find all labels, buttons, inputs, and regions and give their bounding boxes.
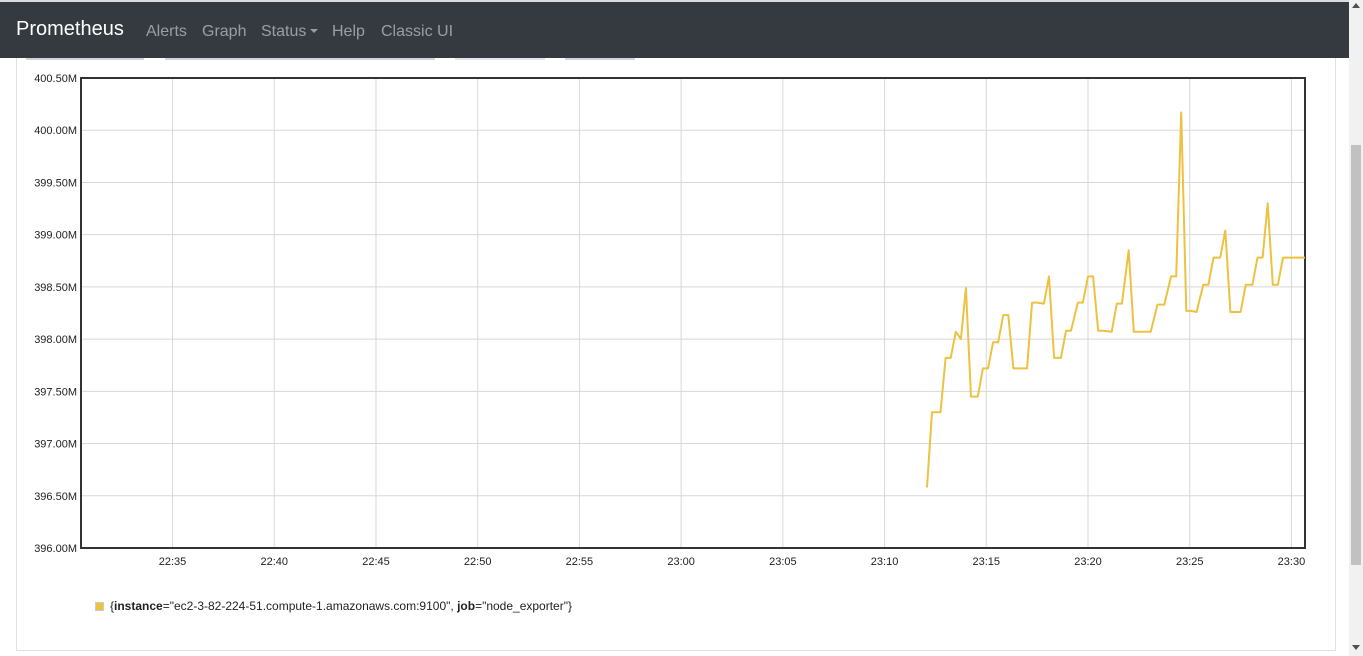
legend-job-value: ="node_exporter"} xyxy=(475,599,572,613)
x-tick-label: 23:05 xyxy=(769,556,797,568)
nav-help[interactable]: Help xyxy=(332,23,365,40)
page-scrollbar[interactable] xyxy=(1349,0,1363,656)
x-tick-label: 22:35 xyxy=(159,556,187,568)
x-tick-label: 22:55 xyxy=(566,556,594,568)
y-tick-label: 398.50M xyxy=(34,282,77,294)
scroll-thumb[interactable] xyxy=(1351,145,1361,565)
y-tick-label: 398.00M xyxy=(34,334,77,346)
y-tick-label: 396.00M xyxy=(34,543,77,555)
x-tick-label: 22:40 xyxy=(260,556,288,568)
end-time-control-edge[interactable] xyxy=(165,58,435,60)
window-top-edge xyxy=(0,0,1363,2)
x-tick-label: 23:15 xyxy=(973,556,1001,568)
line-chart: 396.00M 396.50M 397.00M 397.50M 398.00M 398.5… xyxy=(34,73,1306,568)
y-tick-label: 397.00M xyxy=(34,439,77,451)
top-navbar: Prometheus Alerts Graph Status Help Clas… xyxy=(0,2,1349,58)
legend-swatch[interactable] xyxy=(95,601,104,611)
x-tick-label: 23:30 xyxy=(1278,556,1306,568)
x-tick-label: 23:10 xyxy=(871,556,899,568)
x-tick-label: 23:20 xyxy=(1074,556,1102,568)
chart-mode-buttons-edge[interactable] xyxy=(565,58,635,60)
series-line xyxy=(926,111,1305,488)
legend-open-brace: { xyxy=(110,599,115,613)
legend-instance-key: instance xyxy=(114,599,163,613)
y-tick-label: 399.00M xyxy=(34,230,77,242)
range-control-edge[interactable] xyxy=(26,58,144,60)
scroll-up-arrow-icon[interactable] xyxy=(1352,3,1360,8)
resolution-input-edge[interactable] xyxy=(455,58,545,60)
nav-status-label: Status xyxy=(261,23,307,40)
plot-area xyxy=(81,78,1305,548)
legend-instance-value: ="ec2-3-82-224-51.compute-1.amazonaws.co… xyxy=(162,599,458,613)
nav-status-dropdown[interactable]: Status xyxy=(261,22,319,42)
legend-job-key: job xyxy=(457,599,476,613)
nav-alerts[interactable]: Alerts xyxy=(146,23,187,40)
y-tick-label: 400.00M xyxy=(34,125,77,137)
x-tick-label: 23:25 xyxy=(1176,556,1204,568)
y-tick-label: 396.50M xyxy=(34,491,77,503)
legend-series-label[interactable]: {instance="ec2-3-82-224-51.compute-1.ama… xyxy=(110,598,572,614)
x-tick-label: 23:00 xyxy=(667,556,695,568)
x-tick-label: 22:50 xyxy=(464,556,492,568)
x-tick-label: 22:45 xyxy=(362,556,390,568)
plot-frame xyxy=(80,77,1306,549)
caret-down-icon xyxy=(310,29,319,33)
scroll-down-arrow-icon[interactable] xyxy=(1352,645,1360,650)
y-tick-label: 400.50M xyxy=(34,73,77,85)
brand-link[interactable]: Prometheus xyxy=(16,18,124,40)
chart-legend: {instance="ec2-3-82-224-51.compute-1.ama… xyxy=(95,598,572,614)
y-tick-label: 397.50M xyxy=(34,386,77,398)
y-tick-label: 399.50M xyxy=(34,177,77,189)
nav-classic-ui[interactable]: Classic UI xyxy=(381,23,454,40)
nav-graph[interactable]: Graph xyxy=(202,23,247,40)
